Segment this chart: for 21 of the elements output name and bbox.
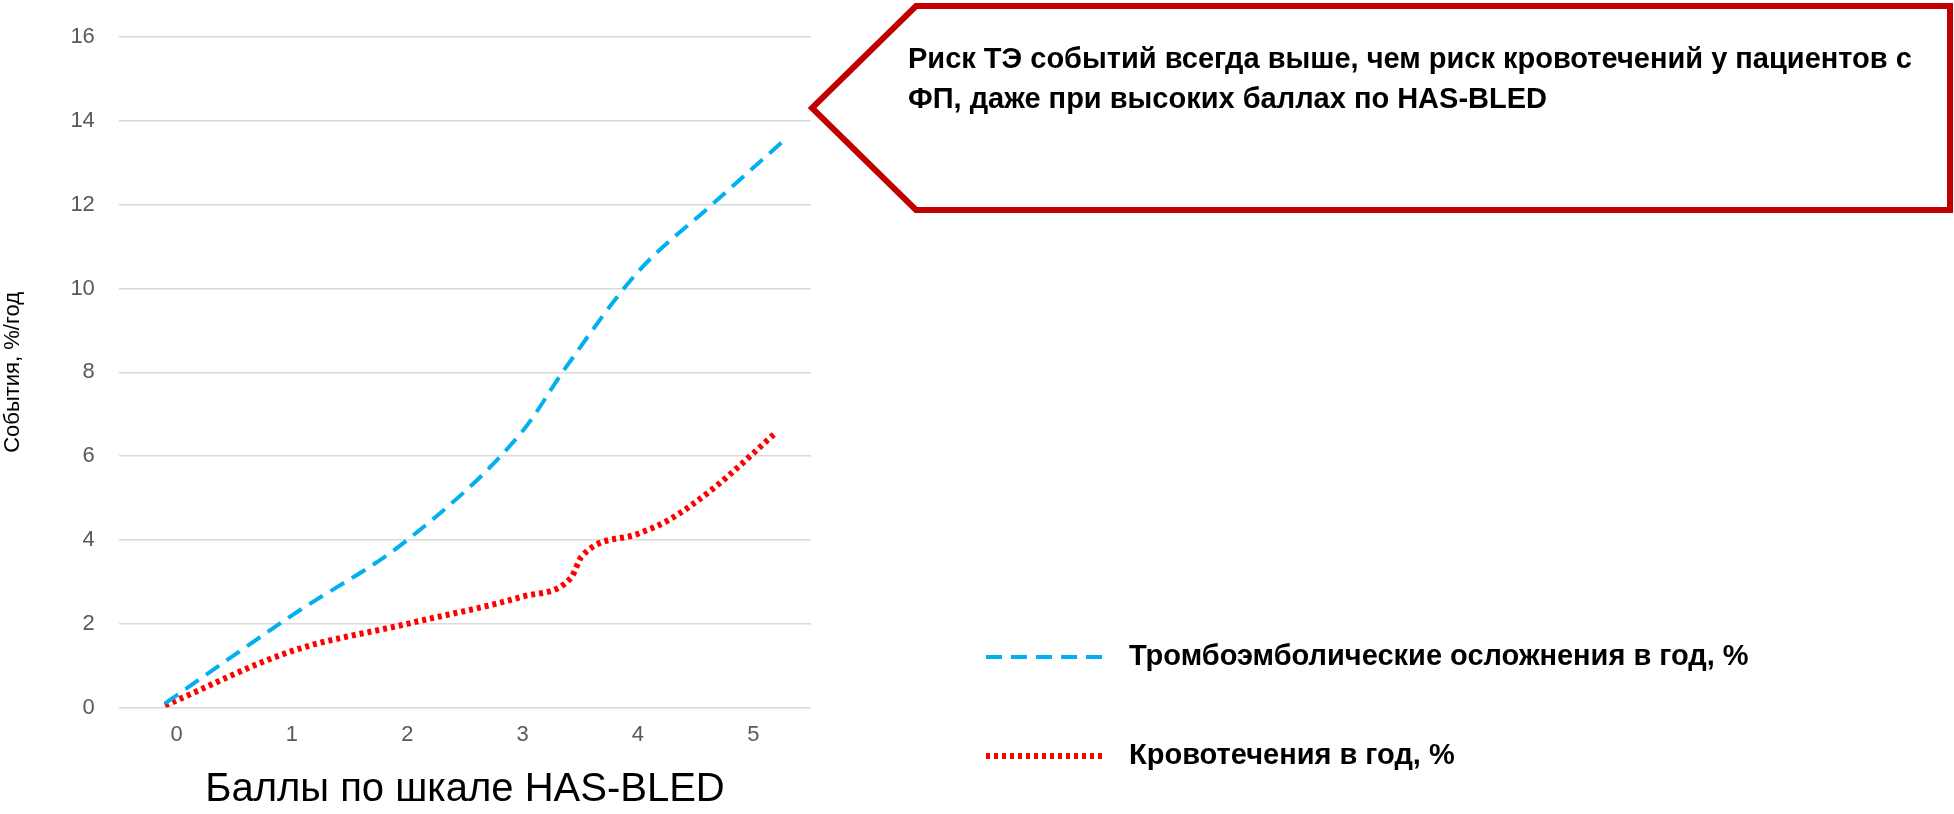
x-tick-label: 2: [401, 720, 414, 746]
x-tick-label: 0: [170, 720, 183, 746]
y-tick-label: 6: [82, 442, 95, 468]
text: Риск ТЭ событий всегда выше, чем риск кровотечений у пациентов с ФП, даже при высоких баллах по HAS-BLED: [908, 41, 1913, 116]
legend-label: Кровотечения в год, %: [1129, 738, 1455, 770]
x-tick-label: 3: [516, 720, 529, 746]
x-tick-label: 5: [747, 720, 760, 746]
y-tick-label: 8: [82, 358, 95, 384]
x-tick-label: 1: [285, 720, 299, 746]
y-tick-label: 10: [70, 274, 95, 300]
line-series: [163, 139, 785, 706]
legend-label: Тромбоэмболические осложнения в год, %: [1129, 639, 1749, 671]
y-axis-title: События, %/год: [0, 291, 25, 453]
x-axis-title: Баллы по шкале HAS-BLED: [205, 765, 725, 810]
y-tick-label: 16: [70, 23, 95, 49]
y-tick-label: 12: [70, 190, 95, 216]
y-tick-label: 0: [82, 693, 95, 719]
y-tick-label: 2: [82, 609, 95, 635]
y-tick-label: 14: [70, 107, 95, 133]
x-tick-label: 4: [631, 720, 645, 746]
y-tick-label: 4: [82, 526, 95, 552]
